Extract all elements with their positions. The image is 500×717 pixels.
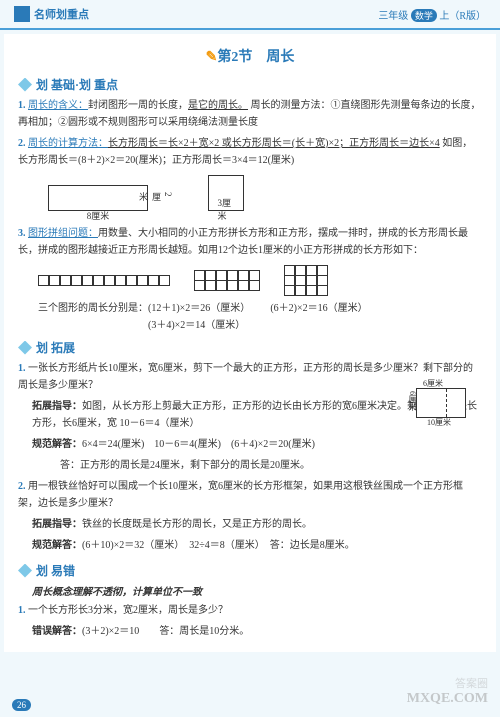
err-heading: 周长概念理解不透彻，计算单位不一致 <box>32 583 482 598</box>
calc-1: 三个图形的周长分别是：(12＋1)×2＝26（厘米）(6＋2)×2＝16（厘米） <box>38 299 482 314</box>
calc-2: (3＋4)×2＝14（厘米） <box>38 316 482 331</box>
header-title: 名师划重点 <box>34 6 89 22</box>
ext-1-ans: 规范解答：6×4＝24(厘米) 10－6＝4(厘米) (6＋4)×2＝20(厘米… <box>32 436 482 453</box>
item-3: 3. 图形拼组问题：用数量、大小相同的小正方形拼长方形和正方形，摆成一排时，拼成… <box>18 225 482 259</box>
ext1-diagram: 6厘米 6厘米 10厘米 <box>416 388 466 418</box>
ext-2-ans: 规范解答：(6＋10)×2＝32（厘米） 32÷4＝8（厘米） 答：边长是8厘米… <box>32 537 482 554</box>
err-1-ans: 错误解答：(3＋2)×2＝10 答：周长是10分米。 <box>32 623 482 640</box>
grid-shapes <box>38 265 482 295</box>
watermark: MXQE.COM <box>407 691 488 707</box>
section-title: ✎第2节 周长 <box>18 46 482 66</box>
item-1: 1. 周长的含义：封闭图形一周的长度，是它的周长。 周长的测量方法：①直绕图形先… <box>18 97 482 131</box>
subheader-basics: 划 基础·划 重点 <box>18 76 482 93</box>
diagram-rects: 8厘米2厘米 3厘米 <box>48 175 482 211</box>
ext-1: 1. 一张长方形纸片长10厘米，宽6厘米，剪下一个最大的正方形，正方形的周长是多… <box>18 360 482 394</box>
ext-2: 2. 用一根铁丝恰好可以围成一个长10厘米，宽6厘米的长方形框架，如果用这根铁丝… <box>18 478 482 512</box>
subheader-ext: 划 拓展 <box>18 339 482 356</box>
header-meta: 三年级 数学 上（R版） <box>378 7 486 22</box>
ext-1-final: 答：正方形的周长是24厘米，剩下部分的周长是20厘米。 <box>60 457 482 474</box>
logo-icon <box>14 6 30 22</box>
ext-2-guide: 拓展指导：铁丝的长度既是长方形的周长，又是正方形的周长。 <box>32 516 482 533</box>
watermark-icon: 答案圈 <box>455 675 488 691</box>
item-2: 2. 周长的计算方法：长方形周长＝长×2＋宽×2 或长方形周长＝(长＋宽)×2；… <box>18 135 482 169</box>
page-number: 26 <box>12 699 31 711</box>
subheader-err: 划 易错 <box>18 562 482 579</box>
err-1: 1. 一个长方形长3分米，宽2厘米，周长是多少？ <box>18 602 482 619</box>
